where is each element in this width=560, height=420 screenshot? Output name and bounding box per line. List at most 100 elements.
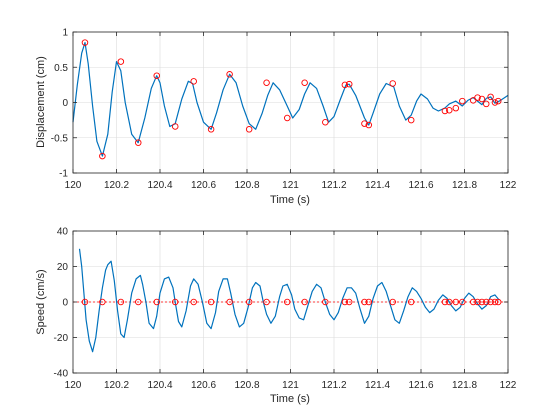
speed-y-tick-label: 40 (57, 227, 69, 238)
speed-zero-crossing-marker (226, 298, 233, 306)
speed-y-axis-label: Speed (cm/s) (35, 269, 47, 334)
speed-zero-crossing-marker (283, 298, 291, 306)
speed-x-tick-label: 121.4 (365, 380, 390, 391)
displacement-zero-crossing-marker (99, 152, 106, 160)
displacement-x-tick-label: 122 (500, 180, 517, 191)
speed-zero-crossing-marker (446, 298, 453, 306)
speed-axes: 120 120.2 120.4 120.6 120.8 121 121.2 121.4 121.… (35, 227, 517, 406)
displacement-x-ticks: 120 120.2 120.4 120.6 120.8 121 121.2 121.4 121.… (65, 32, 517, 191)
displacement-y-tick-label: -1 (59, 169, 68, 180)
displacement-zero-crossing-marker (263, 79, 270, 87)
speed-zero-crossing-marker (365, 298, 373, 306)
displacement-zero-crossing-marker (134, 139, 142, 146)
speed-zero-crossing-marker (483, 298, 490, 306)
speed-plot-area (73, 248, 508, 353)
displacement-x-tick-label: 120.4 (147, 180, 172, 191)
speed-zero-crossing-marker (81, 298, 89, 306)
speed-x-axis-label: Time (s) (270, 393, 310, 405)
displacement-zero-crossing-marker (207, 126, 215, 133)
speed-x-tick-label: 121.8 (452, 380, 477, 391)
speed-zero-crossing-marker (171, 298, 179, 306)
speed-zero-crossing-marker (407, 298, 415, 306)
displacement-y-ticks: -1 -0.5 0 0.5 1 (51, 28, 508, 180)
displacement-x-tick-label: 121.6 (408, 180, 433, 191)
speed-zero-crossing-marker (190, 298, 197, 306)
displacement-zero-crossing-marker (322, 118, 329, 126)
displacement-zero-crossing-marker (341, 81, 349, 89)
displacement-axes: 120 120.2 120.4 120.6 120.8 121 121.2 121.4 121.… (35, 28, 517, 207)
displacement-x-tick-label: 120.2 (104, 180, 129, 191)
speed-zero-crossing-marker (117, 298, 125, 306)
speed-zero-crossing-marker (494, 298, 502, 306)
displacement-x-tick-label: 120 (65, 180, 82, 191)
displacement-zero-crossing-marker (491, 99, 499, 106)
speed-zero-crossing-marker (441, 298, 449, 306)
displacement-x-tick-label: 121.4 (365, 180, 390, 191)
speed-y-tick-label: 20 (57, 262, 69, 273)
displacement-y-tick-label: -0.5 (51, 133, 69, 144)
speed-x-tick-label: 121 (282, 380, 299, 391)
speed-zero-crossing-marker (459, 298, 466, 306)
displacement-y-tick-label: 0 (62, 98, 68, 109)
speed-x-tick-label: 120.6 (191, 380, 216, 391)
displacement-zero-crossing-marker (459, 97, 466, 105)
speed-x-tick-label: 120.4 (147, 380, 172, 391)
speed-zero-crossing-marker (491, 298, 499, 306)
displacement-zero-crossing-marker (226, 71, 233, 78)
displacement-zero-crossing-marker (245, 126, 253, 133)
speed-zero-crossing-marker (207, 298, 215, 306)
displacement-zero-crossing-marker (474, 94, 481, 101)
displacement-x-axis-label: Time (s) (270, 194, 310, 206)
speed-y-tick-label: 0 (62, 298, 68, 309)
displacement-zero-crossing-marker (301, 79, 308, 87)
displacement-y-axis-label: Displacement (cm) (35, 56, 47, 148)
speed-x-tick-label: 121.6 (408, 380, 433, 391)
displacement-zero-crossing-marker (441, 107, 449, 115)
displacement-zero-crossing-marker (153, 72, 160, 79)
displacement-zero-crossing-marker (494, 97, 502, 105)
displacement-zero-crossing-marker (190, 78, 197, 85)
speed-zero-crossing-marker (389, 298, 396, 306)
speed-zero-crossing-marker (341, 298, 349, 306)
displacement-zero-crossing-marker (483, 100, 490, 108)
displacement-y-tick-label: 1 (62, 28, 68, 39)
speed-x-tick-label: 120 (65, 380, 82, 391)
speed-zero-crossing-marker (474, 298, 481, 306)
displacement-zero-crossing-marker (446, 107, 453, 114)
speed-zero-crossing-marker (322, 298, 329, 306)
displacement-x-tick-label: 121.8 (452, 180, 477, 191)
speed-y-ticks: -40 -20 0 20 40 (54, 227, 508, 380)
displacement-zero-crossing-marker (452, 104, 460, 112)
displacement-x-tick-label: 120.6 (191, 180, 216, 191)
speed-zero-crossing-marker (153, 298, 160, 306)
displacement-y-tick-label: 0.5 (54, 63, 68, 74)
displacement-zero-crossing-marker (345, 80, 353, 88)
displacement-x-tick-label: 121 (282, 180, 299, 191)
displacement-x-tick-label: 120.8 (234, 180, 259, 191)
displacement-x-tick-label: 121.2 (321, 180, 346, 191)
speed-x-ticks: 120 120.2 120.4 120.6 120.8 121 121.2 121.4 121.… (65, 231, 517, 391)
displacement-zero-crossing-marker (171, 123, 179, 130)
displacement-zero-crossing-marker (487, 93, 494, 101)
speed-zero-crossing-marker (469, 298, 477, 306)
displacement-zero-crossing-marker (389, 80, 396, 87)
displacement-zero-crossing-marker (407, 116, 415, 124)
speed-y-tick-label: -40 (54, 369, 69, 380)
displacement-plot-area (72, 39, 509, 160)
speed-signal-line (78, 248, 500, 353)
speed-zero-crossing-marker (487, 298, 494, 306)
speed-zero-crossing-marker (452, 298, 460, 306)
speed-x-tick-label: 121.2 (321, 380, 346, 391)
speed-zero-crossing-marker (301, 298, 308, 306)
speed-zero-crossing-marker (361, 298, 368, 306)
speed-zero-crossing-marker (99, 298, 106, 306)
speed-zero-crossing-marker (245, 298, 253, 306)
speed-x-tick-label: 120.8 (234, 380, 259, 391)
displacement-zero-crossing-marker (478, 95, 486, 103)
speed-zero-crossing-marker (134, 298, 142, 306)
speed-x-tick-label: 122 (500, 380, 517, 391)
speed-zero-crossing-marker (345, 298, 353, 306)
speed-zero-crossing-marker (478, 298, 486, 306)
